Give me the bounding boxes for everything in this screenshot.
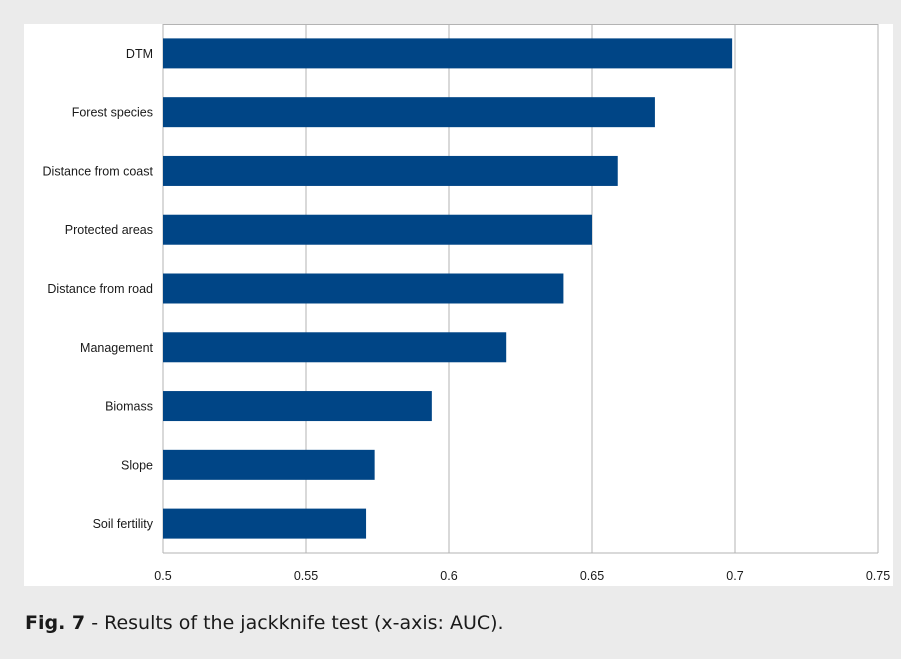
bar-6: [163, 391, 432, 422]
bar-3: [163, 214, 592, 245]
bar-8: [163, 508, 367, 539]
bar-7: [163, 449, 375, 480]
chart-area: DTM Forest species Distance from coast Prot…: [24, 24, 893, 586]
caption-text: - Results of the jackknife test (x-axis:…: [85, 612, 504, 634]
figure-caption: Fig. 7 - Results of the jackknife test (…: [25, 612, 504, 634]
bar-5: [163, 332, 507, 363]
category-label-0: DTM: [126, 47, 153, 61]
category-label-7: Slope: [121, 458, 153, 472]
category-label-8: Soil fertility: [93, 517, 154, 531]
bar-1: [163, 97, 655, 128]
category-label-5: Management: [80, 341, 153, 355]
x-tick-label-2: 0.6: [440, 569, 457, 583]
category-label-6: Biomass: [105, 400, 153, 414]
bar-4: [163, 273, 564, 304]
category-label-2: Distance from coast: [43, 164, 154, 178]
caption-label: Fig. 7: [25, 612, 86, 634]
x-tick-label-5: 0.75: [866, 569, 890, 583]
x-tick-label-0: 0.5: [154, 569, 171, 583]
bar-0: [163, 38, 733, 69]
x-tick-label-4: 0.7: [726, 569, 743, 583]
x-tick-label-3: 0.65: [580, 569, 604, 583]
bar-chart: DTM Forest species Distance from coast Prot…: [43, 24, 890, 583]
category-label-4: Distance from road: [47, 282, 153, 296]
category-label-3: Protected areas: [65, 223, 153, 237]
x-tick-label-1: 0.55: [294, 569, 318, 583]
bar-2: [163, 155, 618, 186]
category-label-1: Forest species: [72, 106, 153, 120]
